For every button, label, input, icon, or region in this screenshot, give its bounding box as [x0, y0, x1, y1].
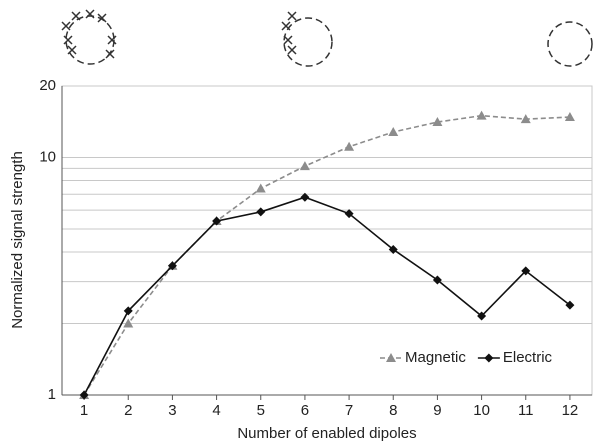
data-point	[212, 216, 222, 226]
data-point	[123, 306, 133, 316]
x-tick-label: 1	[80, 402, 88, 419]
y-tick-label: 1	[48, 386, 56, 403]
data-point	[256, 207, 266, 217]
legend-label: Electric	[503, 349, 553, 366]
x-tick-label: 8	[389, 402, 397, 419]
x-tick-label: 7	[345, 402, 353, 419]
data-point	[167, 261, 177, 271]
data-point	[432, 117, 443, 127]
data-point	[123, 318, 134, 328]
y-tick-label: 20	[39, 77, 56, 94]
dipole-icon	[547, 21, 593, 67]
x-axis-label: Number of enabled dipoles	[237, 425, 416, 442]
data-point	[564, 112, 575, 122]
x-tick-label: 6	[301, 402, 309, 419]
data-point	[432, 275, 442, 285]
data-point	[521, 266, 531, 276]
legend: Magnetic Electric	[380, 349, 553, 366]
data-point	[79, 390, 89, 400]
legend-label: Magnetic	[405, 349, 466, 366]
y-tick-label: 10	[39, 148, 56, 165]
data-point	[299, 161, 310, 171]
data-point	[388, 127, 399, 137]
x-tick-label: 11	[518, 402, 534, 419]
x-tick-label: 2	[124, 402, 132, 419]
data-point	[565, 300, 575, 310]
data-point	[344, 209, 354, 219]
data-point	[477, 311, 487, 321]
x-tick-label: 3	[168, 402, 176, 419]
legend-marker	[484, 353, 494, 363]
x-tick-label: 4	[212, 402, 220, 419]
data-point	[255, 183, 266, 193]
x-tick-label: 9	[433, 402, 441, 419]
x-tick-label: 5	[257, 402, 265, 419]
data-point	[520, 114, 531, 124]
series-line	[83, 114, 570, 396]
data-point	[388, 244, 398, 254]
series-line	[83, 196, 571, 396]
legend-marker	[386, 353, 396, 362]
data-point	[476, 110, 487, 120]
y-axis-label: Normalized signal strength	[9, 151, 26, 329]
x-tick-label: 12	[562, 402, 579, 419]
x-tick-label: 10	[473, 402, 490, 419]
dipole-icon	[281, 11, 333, 67]
dipole-icon	[61, 9, 117, 65]
data-point	[300, 192, 310, 202]
data-point	[344, 141, 355, 151]
